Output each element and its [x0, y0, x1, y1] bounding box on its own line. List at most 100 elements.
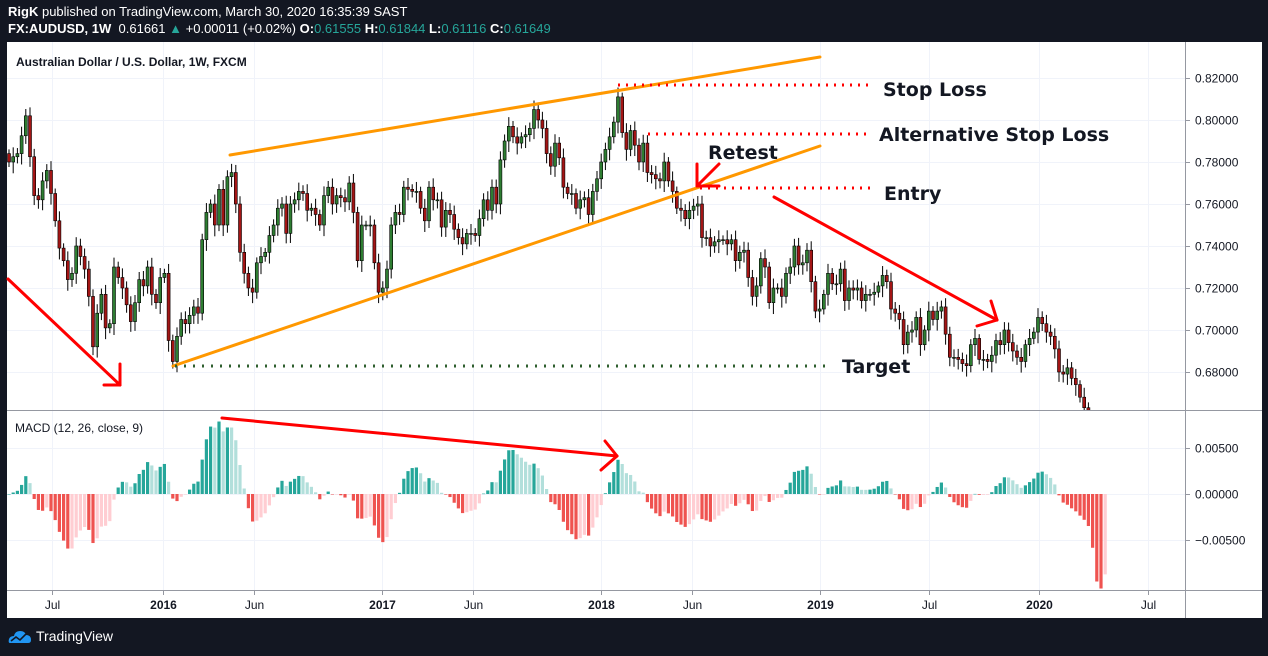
- candle-body: [359, 224, 364, 262]
- histogram-bar: [305, 482, 309, 494]
- candle-body: [435, 199, 440, 202]
- candle-body: [364, 224, 368, 227]
- candle-body: [792, 245, 797, 268]
- candle: [847, 280, 851, 310]
- histogram-bar: [1070, 494, 1074, 509]
- histogram-bar: [587, 494, 591, 536]
- histogram-bar: [1015, 484, 1019, 494]
- histogram-bar: [242, 488, 246, 494]
- candle: [1010, 333, 1015, 362]
- candle: [418, 186, 423, 214]
- candle: [725, 230, 730, 256]
- candle-body: [670, 180, 675, 192]
- candle-body: [431, 186, 436, 201]
- candle: [141, 271, 146, 297]
- candle-body: [1053, 335, 1057, 350]
- alt-stop-loss-label: Alternative Stop Loss: [879, 124, 1109, 146]
- histogram-bar: [360, 494, 364, 519]
- histogram-bar: [629, 474, 633, 494]
- histogram-bar: [251, 494, 255, 522]
- macd-tick-label: 0.00500: [1195, 442, 1239, 456]
- histogram-bar: [49, 494, 53, 512]
- candle-body: [813, 281, 818, 312]
- histogram-bar: [511, 450, 515, 494]
- histogram-bar: [742, 494, 746, 500]
- candle-body: [23, 115, 28, 137]
- arrow-left[interactable]: [6, 277, 122, 387]
- candle-body: [133, 302, 137, 322]
- candle: [884, 269, 889, 289]
- histogram-bar: [351, 494, 355, 501]
- histogram-bar: [62, 494, 66, 541]
- candle-body: [87, 268, 91, 297]
- tradingview-logo[interactable]: TradingView: [8, 628, 113, 644]
- candle: [99, 288, 104, 321]
- candle-body: [11, 156, 15, 163]
- candle: [217, 184, 221, 232]
- candle-body: [548, 153, 553, 167]
- candle: [171, 334, 175, 369]
- candle: [103, 284, 108, 340]
- price-tick-label: 0.82000: [1195, 72, 1239, 86]
- candle-body: [347, 182, 352, 203]
- price-axis[interactable]: 0.82000 0.80000 0.78000 0.76000 0.74000 0.720…: [1185, 72, 1246, 548]
- candle-body: [847, 287, 851, 301]
- histogram-bar: [914, 494, 918, 504]
- candle: [1040, 311, 1044, 332]
- histogram-bar: [847, 486, 851, 494]
- upper-trendline[interactable]: [228, 55, 822, 157]
- candle: [1027, 328, 1032, 357]
- histogram-bar: [419, 473, 423, 494]
- candle-body: [288, 203, 293, 234]
- candle: [1074, 368, 1078, 396]
- high-value: 0.61844: [378, 21, 426, 36]
- candle: [834, 274, 839, 295]
- histogram-bar: [822, 494, 826, 495]
- candle: [611, 116, 616, 144]
- histogram-bar: [322, 494, 326, 496]
- arrow-macd-divergence[interactable]: [220, 416, 619, 472]
- histogram-bar: [435, 482, 439, 494]
- candle-body: [687, 210, 692, 220]
- candle: [137, 271, 141, 312]
- candle-body: [616, 96, 620, 123]
- histogram-bar: [263, 494, 267, 514]
- arrow-downtrend[interactable]: [772, 195, 999, 328]
- candle: [1086, 402, 1091, 410]
- histogram-bar: [1095, 494, 1099, 582]
- candle: [288, 196, 293, 243]
- candle-body: [842, 268, 847, 301]
- candle-body: [208, 203, 213, 213]
- candle: [809, 241, 814, 293]
- histogram-bar: [683, 494, 687, 527]
- candle: [7, 149, 11, 168]
- price-tick-label: 0.80000: [1195, 114, 1239, 128]
- candle-body: [532, 109, 536, 129]
- histogram-bar: [461, 494, 465, 514]
- histogram-bar: [839, 480, 843, 494]
- candle-body: [750, 277, 755, 297]
- candle: [527, 122, 532, 142]
- time-axis[interactable]: Jul 2016 Jun 2017 Jun 2018 Jun 2019 Jul 2020 Jul: [45, 590, 1156, 612]
- candle: [120, 268, 125, 299]
- candle-body: [574, 193, 578, 209]
- candle: [452, 205, 457, 240]
- candles: [7, 87, 1091, 410]
- candle: [872, 282, 877, 306]
- histogram-bar: [952, 494, 956, 503]
- candle-body: [229, 172, 234, 177]
- candle-body: [481, 199, 486, 220]
- candle: [569, 184, 574, 205]
- candle: [868, 288, 872, 301]
- candle: [108, 319, 112, 334]
- lower-trendline[interactable]: [171, 144, 822, 368]
- candle-body: [464, 233, 469, 245]
- histogram-bar: [28, 483, 32, 494]
- arrow-retest[interactable]: [695, 162, 721, 188]
- candle-body: [1044, 323, 1049, 333]
- histogram-bar: [452, 494, 456, 503]
- histogram-bar: [99, 494, 103, 527]
- candle-body: [977, 338, 982, 360]
- candle: [893, 302, 898, 322]
